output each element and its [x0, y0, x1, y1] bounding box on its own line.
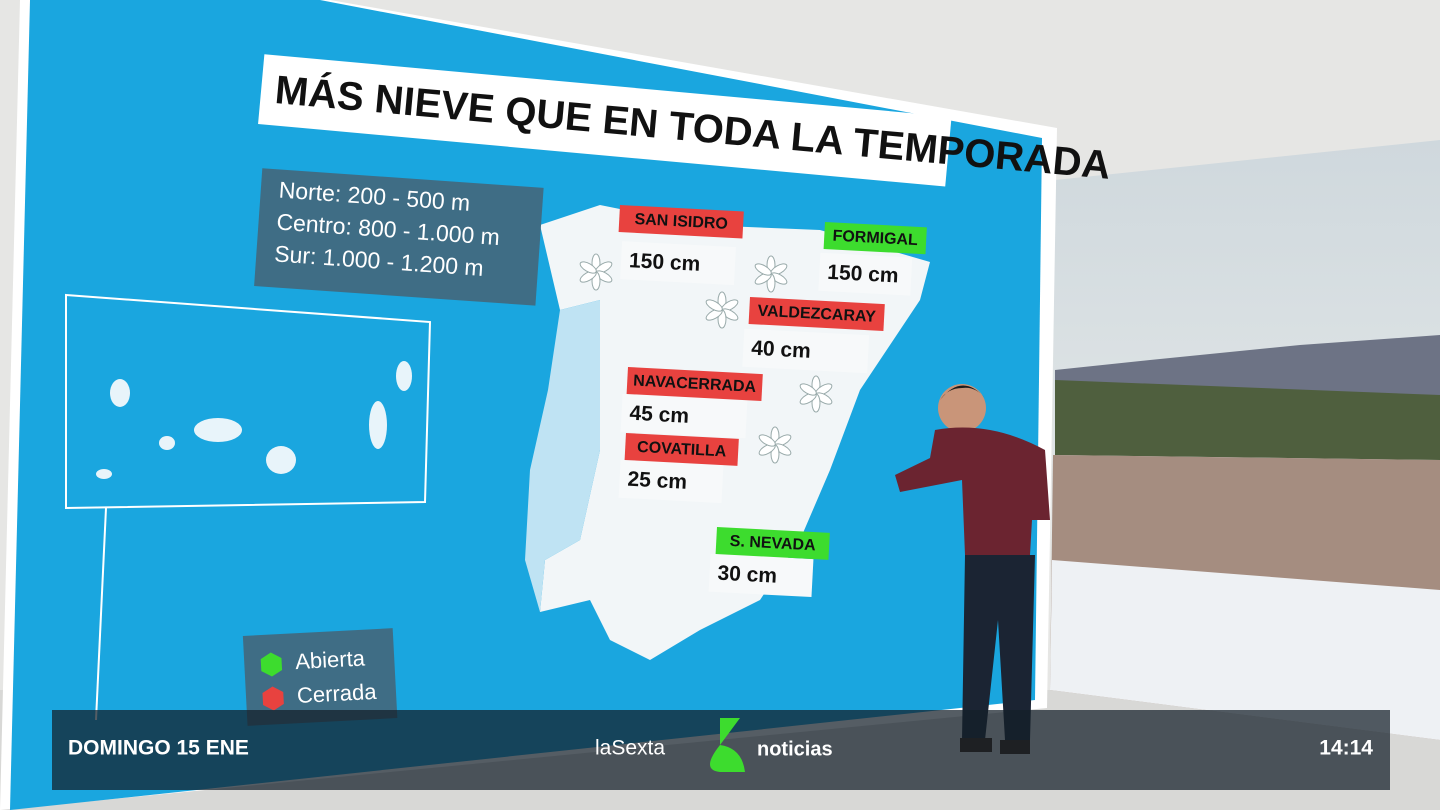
- station-name: S. NEVADA: [729, 533, 816, 555]
- station-badge: [823, 222, 927, 255]
- station-badge: [624, 433, 739, 466]
- station-badge: [626, 367, 763, 402]
- snowflake-petal: [799, 383, 817, 396]
- canary-box: [65, 293, 432, 510]
- island: [396, 361, 412, 391]
- snow-depth: 150 cm: [827, 261, 899, 288]
- station: S. NEVADA 30 cm: [708, 527, 830, 598]
- station-name: FORMIGAL: [832, 228, 918, 249]
- snow-depth: 150 cm: [629, 249, 701, 276]
- snowflake-petal: [705, 299, 723, 312]
- shirt: [895, 427, 1050, 555]
- ticker-time: 14:14: [1319, 737, 1373, 760]
- snow-box: [818, 252, 913, 296]
- snow-box: [708, 553, 814, 598]
- stations: SAN ISIDRO 150 cm FORMIGAL 150 cm VALDEZCARA…: [579, 205, 927, 598]
- snow-box: [742, 328, 870, 374]
- snow-field: [1050, 560, 1440, 740]
- station-name: SAN ISIDRO: [634, 211, 728, 233]
- legend-label: Cerrada: [296, 679, 377, 708]
- station-name: VALDEZCARAY: [757, 303, 876, 326]
- snowflake-petal: [758, 434, 776, 447]
- station: VALDEZCARAY 40 cm: [742, 297, 885, 374]
- ticker-date: DOMINGO 15 ENE: [68, 737, 249, 760]
- snow-box: [620, 393, 748, 439]
- station: SAN ISIDRO 150 cm: [618, 205, 744, 286]
- channel-logo: [710, 718, 745, 772]
- altitude-bg: [254, 168, 544, 306]
- snow-depth: 40 cm: [751, 337, 812, 363]
- portugal: [525, 300, 600, 612]
- station-name: NAVACERRADA: [633, 373, 757, 396]
- snow-depth: 45 cm: [629, 402, 690, 428]
- channel-name: laSexta: [595, 737, 665, 760]
- legend: Abierta Cerrada: [242, 628, 398, 726]
- snow-depth: 30 cm: [717, 562, 778, 588]
- island: [110, 379, 130, 407]
- snowflake-petal: [754, 263, 772, 276]
- hair: [940, 385, 985, 400]
- pointer-line: [95, 507, 107, 721]
- program-name: noticias: [757, 738, 833, 760]
- snow-box: [620, 241, 736, 286]
- snowflake-petal: [579, 261, 597, 274]
- island: [159, 436, 175, 450]
- station-badge: [748, 297, 885, 332]
- title-box: [258, 54, 952, 187]
- station: COVATILLA 25 cm: [618, 433, 739, 504]
- station-badge: [618, 205, 744, 239]
- legend-marker: [262, 686, 284, 711]
- station: FORMIGAL 150 cm: [818, 222, 927, 296]
- legend-marker: [260, 652, 283, 677]
- station-badge: [715, 527, 830, 560]
- head: [938, 384, 986, 432]
- snow-box: [618, 459, 724, 504]
- trees: [1055, 380, 1440, 460]
- island: [369, 401, 387, 449]
- legend-label: Abierta: [295, 645, 367, 674]
- station-name: COVATILLA: [637, 439, 727, 461]
- snow-depth: 25 cm: [627, 468, 688, 494]
- station: NAVACERRADA 45 cm: [620, 367, 763, 439]
- presenter: [895, 384, 1050, 754]
- island: [266, 446, 296, 474]
- island: [96, 469, 112, 479]
- canary-islands: [96, 361, 412, 479]
- island: [194, 418, 242, 442]
- trousers: [962, 555, 1035, 740]
